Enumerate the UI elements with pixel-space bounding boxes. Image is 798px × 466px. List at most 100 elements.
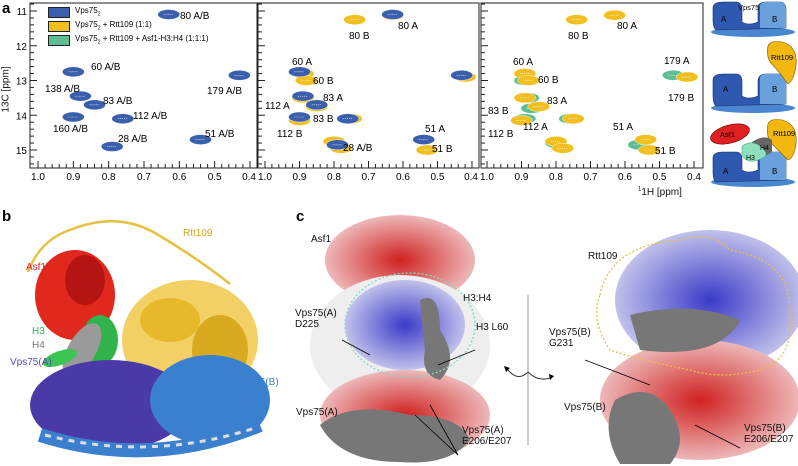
label-h3: H3 <box>32 326 45 337</box>
plot-frame <box>257 2 480 169</box>
peak-label: 112 A <box>265 101 290 112</box>
label-c-rtt109: Rtt109 <box>588 251 618 262</box>
label-line2: E206/E207 <box>462 436 512 447</box>
y-tick-label: 14 <box>16 111 28 122</box>
x-tick-label: 0.8 <box>327 172 341 183</box>
label-line2: E206/E207 <box>744 434 794 445</box>
label-c-vps75a-e206: Vps75(A) E206/E207 <box>462 425 512 447</box>
y-tick-label: 15 <box>16 146 28 157</box>
label-vps75-b: Vps75(B) <box>237 377 279 388</box>
peak-label: 179 A <box>664 56 690 67</box>
cartoon-a-label: A <box>723 167 729 176</box>
ribbon-structure <box>26 220 270 458</box>
y-axis-label: 13C [ppm] <box>0 66 12 113</box>
x-tick-label: 0.6 <box>396 172 410 183</box>
peak-label: 51 B <box>655 146 676 157</box>
cartoon-full-complex: Asf1 Rtt109 H4 H3 A B <box>710 119 797 187</box>
peak-label: 80 A <box>398 21 418 32</box>
x-tick-label: 0.9 <box>515 172 529 183</box>
peak-label: 51 A <box>613 122 633 133</box>
x-tick-label: 0.6 <box>618 172 632 183</box>
legend-item: Vps752 + Rtt109 (1:1) <box>48 19 209 33</box>
cartoon-rtt109-label: Rtt109 <box>771 53 793 62</box>
peak-label: 51 B <box>432 144 453 155</box>
y-tick-label: 11 <box>17 7 28 18</box>
cartoon-vps75-rtt109: Rtt109 A B <box>711 41 797 113</box>
x-axis-label-text: 1H [ppm] <box>641 187 682 198</box>
label-c-h3h4: H3:H4 <box>463 293 492 304</box>
peak-label: 112 A <box>523 122 548 133</box>
cartoon-a-label: A <box>721 15 727 24</box>
peak-label: 138 A/B <box>45 84 80 95</box>
legend-item: Vps752 <box>48 5 209 19</box>
label-line1: Vps75(A) <box>295 308 337 319</box>
x-tick-label: 0.5 <box>431 172 445 183</box>
peak-label: 179 A/B <box>207 86 242 97</box>
x-tick-label: 0.5 <box>653 172 667 183</box>
legend-swatch <box>48 20 70 32</box>
peak-label: 83 B <box>488 106 509 117</box>
peak-label: 28 A/B <box>343 143 373 154</box>
x-tick-label: 0.8 <box>102 172 116 183</box>
h3h4-domain <box>42 315 118 377</box>
cartoon-rtt109-label: Rtt109 <box>773 129 795 138</box>
legend-swatch <box>48 34 70 46</box>
label-asf1: Asf1 <box>26 262 47 273</box>
peak-label: 112 B <box>488 129 514 140</box>
electrostatic-surfaces <box>310 215 798 464</box>
h3h4-outline <box>344 272 476 378</box>
panel-label-c: c <box>296 208 305 225</box>
peak-label: 28 A/B <box>118 134 148 145</box>
rtt109-outline <box>596 236 792 376</box>
vps75-dimer <box>30 355 270 458</box>
label-rtt109: Rtt109 <box>183 228 213 239</box>
label-line2: D225 <box>295 319 319 330</box>
legend-label: Vps752 + Rtt109 + Asf1-H3:H4 (1:1:1) <box>75 34 209 46</box>
label-line2: G231 <box>549 338 574 349</box>
x-tick-label: 1.0 <box>31 172 45 183</box>
x-tick-label: 0.4 <box>687 172 701 183</box>
label-c-vps75b-e206: Vps75(B) E206/E207 <box>744 423 794 445</box>
peak-label: 83 A <box>323 93 343 104</box>
x-tick-label: 0.4 <box>464 172 478 183</box>
peak-label: 112 B <box>277 129 303 140</box>
legend-label: Vps752 + Rtt109 (1:1) <box>75 20 152 32</box>
peak-label: 179 B <box>668 93 694 104</box>
peak-label: 60 A <box>292 57 312 68</box>
x-tick-label: 0.6 <box>172 172 186 183</box>
x-tick-label: 0.9 <box>66 172 80 183</box>
peak-label: 51 A <box>425 124 445 135</box>
peak-label: 51 A/B <box>205 129 235 140</box>
cartoon-h3-label: H3 <box>746 155 755 162</box>
x-tick-label: 0.7 <box>362 172 376 183</box>
complex-cartoons: A B Vps75 Rtt109 A B Asf1 Rtt109 H4 H3 A <box>710 1 797 187</box>
cartoon-b-label: B <box>772 85 777 94</box>
peak-label: 83 A <box>547 96 567 107</box>
cartoon-a-label: A <box>723 85 729 94</box>
x-tick-label: 0.8 <box>549 172 563 183</box>
panel-label-b: b <box>2 208 12 225</box>
label-line1: Vps75(B) <box>549 327 591 338</box>
label-c-vps75b: Vps75(B) <box>564 402 606 413</box>
label-c-asf1: Asf1 <box>311 234 332 245</box>
label-c-vps75a: Vps75(A) <box>296 407 338 418</box>
y-tick-label: 12 <box>16 42 28 53</box>
legend-swatch <box>48 6 70 18</box>
cartoon-vps75: A B Vps75 <box>711 1 795 37</box>
x-tick-label: 0.5 <box>208 172 222 183</box>
peak-label: 60 B <box>313 76 334 87</box>
x-tick-label: 1.0 <box>258 172 272 183</box>
x-tick-label: 0.4 <box>242 172 256 183</box>
label-vps75-a: Vps75(A) <box>10 357 52 368</box>
legend: Vps752 Vps752 + Rtt109 (1:1) Vps752 + Rtt1… <box>48 5 209 47</box>
x-axis-label: 11H [ppm] <box>638 186 682 198</box>
x-tick-label: 0.9 <box>293 172 307 183</box>
peak-label: 83 A/B <box>103 96 133 107</box>
rtt109-loop <box>26 220 231 285</box>
peak-label: 80 B <box>568 31 589 42</box>
x-tick-label: 0.7 <box>584 172 598 183</box>
peak-label: 80 A/B <box>180 11 210 22</box>
label-line1: Vps75(A) <box>462 425 504 436</box>
peak-label: 80 A <box>617 21 637 32</box>
